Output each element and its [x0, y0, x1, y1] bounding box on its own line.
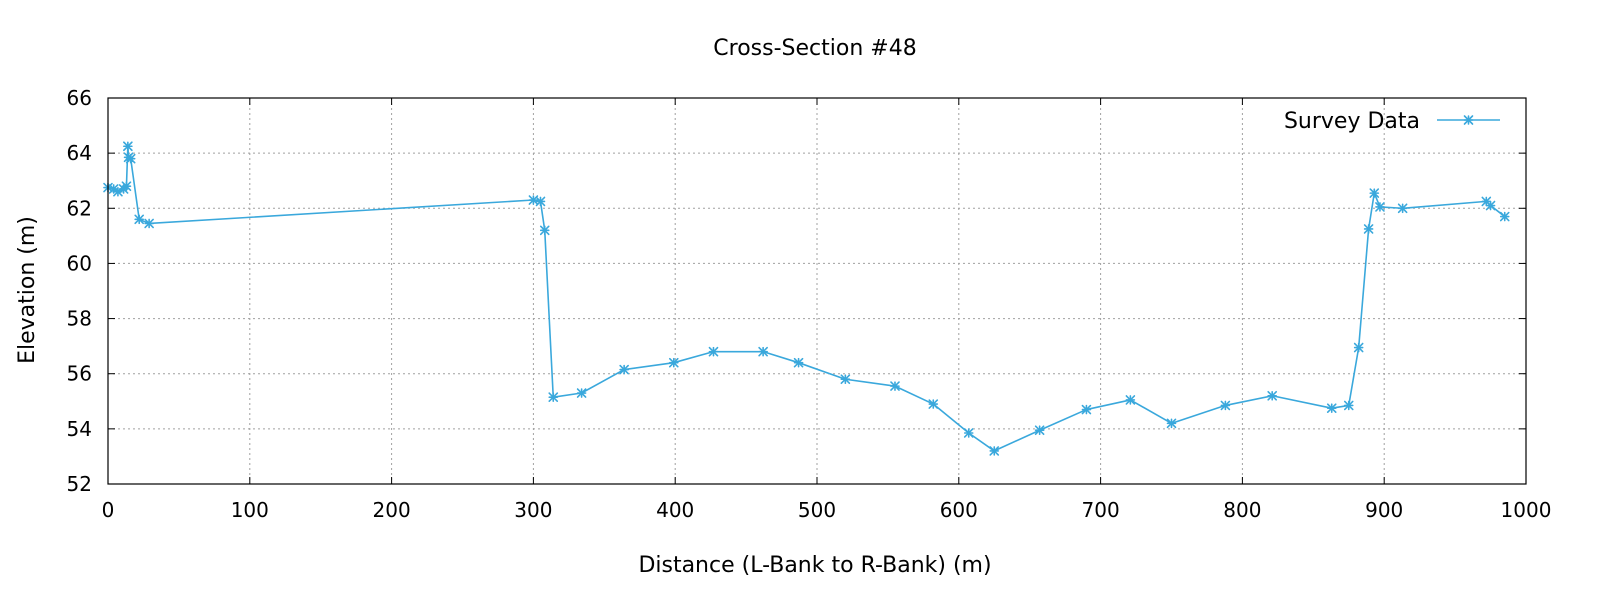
y-tick-label: 58 — [67, 307, 92, 331]
data-point — [668, 357, 679, 368]
series-line-survey-data — [107, 145, 1506, 452]
x-tick-label: 1000 — [1501, 498, 1552, 522]
data-point — [1326, 403, 1337, 413]
data-point — [1353, 342, 1364, 353]
data-point — [134, 214, 144, 225]
data-point — [1267, 390, 1277, 401]
data-point — [1363, 224, 1374, 234]
data-point — [548, 392, 559, 402]
data-point — [123, 141, 133, 152]
data-point — [535, 196, 546, 207]
data-point — [840, 374, 851, 385]
x-tick-label: 500 — [798, 498, 836, 522]
x-tick-label: 0 — [102, 498, 115, 522]
data-point — [1485, 200, 1496, 211]
data-point — [963, 428, 974, 438]
data-point — [989, 446, 1000, 456]
y-tick-label: 60 — [67, 251, 92, 275]
data-point — [125, 153, 136, 164]
y-tick-label: 52 — [67, 472, 92, 496]
ticks: 0 100 200 300 400 500 600 700 800 900 1000 52 54 56 58… — [67, 86, 1552, 522]
data-point — [1081, 404, 1092, 415]
y-tick-label: 66 — [67, 86, 92, 110]
data-point — [144, 218, 154, 229]
x-axis-label: Distance (L-Bank to R-Bank) (m) — [638, 553, 991, 578]
data-point — [1034, 425, 1045, 436]
x-tick-label: 100 — [231, 498, 269, 522]
plot-frame — [107, 97, 1527, 485]
y-tick-label: 64 — [67, 141, 92, 165]
chart-title: Cross-Section #48 — [713, 36, 916, 61]
legend: Survey Data — [1284, 109, 1500, 134]
data-point — [1125, 395, 1136, 405]
legend-label: Survey Data — [1284, 109, 1420, 134]
data-point — [793, 357, 804, 368]
data-point — [576, 388, 587, 398]
y-axis-label: Elevation (m) — [15, 216, 40, 364]
x-tick-label: 900 — [1365, 498, 1403, 522]
data-point — [1397, 203, 1408, 214]
data-point — [619, 364, 629, 375]
x-tick-label: 700 — [1082, 498, 1120, 522]
data-point — [121, 181, 132, 192]
grid — [108, 98, 1526, 484]
y-tick-label: 54 — [67, 417, 92, 441]
y-tick-label: 56 — [67, 362, 92, 386]
data-point — [1166, 418, 1177, 429]
data-point — [539, 225, 550, 236]
series-group — [103, 141, 1510, 456]
data-point — [1369, 188, 1380, 198]
y-tick-label: 62 — [67, 196, 92, 220]
x-tick-label: 300 — [514, 498, 552, 522]
data-point — [1499, 211, 1510, 222]
data-point — [1343, 400, 1354, 411]
x-tick-label: 800 — [1223, 498, 1261, 522]
data-point — [928, 399, 939, 409]
data-point — [1220, 400, 1231, 411]
data-point — [890, 381, 900, 391]
legend-swatch-marker — [1463, 115, 1474, 125]
data-point — [708, 346, 719, 357]
data-point — [1375, 202, 1385, 212]
x-tick-label: 600 — [940, 498, 978, 522]
x-tick-label: 400 — [656, 498, 694, 522]
data-point — [758, 346, 768, 357]
x-tick-label: 200 — [373, 498, 411, 522]
